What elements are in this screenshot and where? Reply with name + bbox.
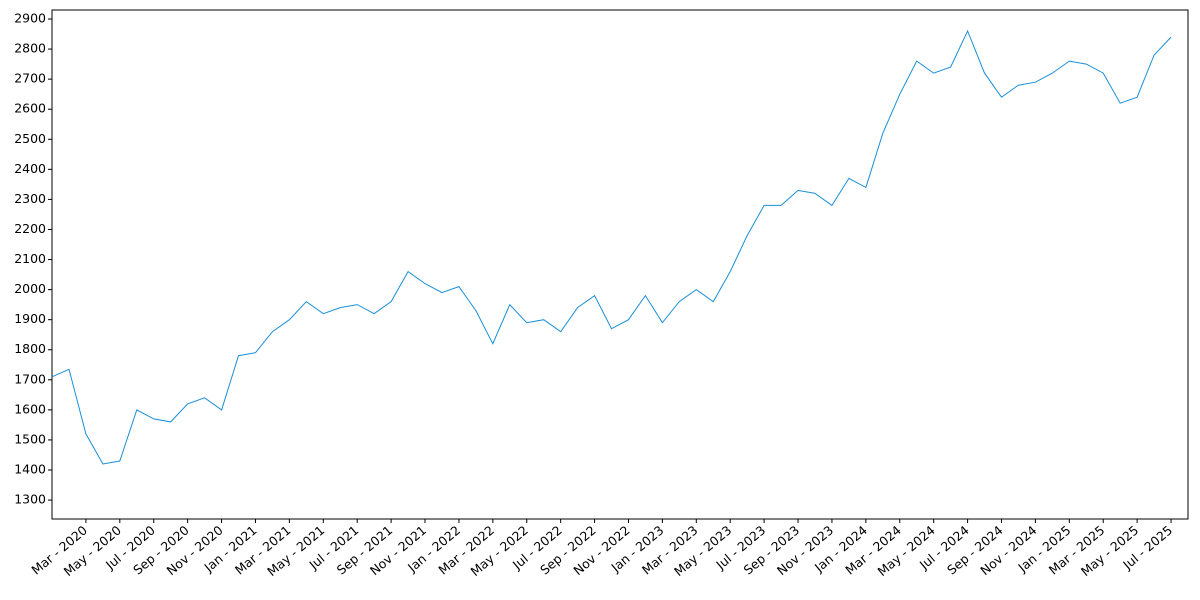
y-tick-label: 1700 (14, 371, 46, 386)
y-tick-label: 2000 (14, 281, 46, 296)
y-tick-label: 2600 (14, 101, 46, 116)
plot-frame (51, 9, 1189, 520)
y-tick-label: 1400 (14, 461, 46, 476)
y-tick-label: 2800 (14, 41, 46, 56)
y-tick-label: 1800 (14, 341, 46, 356)
y-tick-label: 1600 (14, 401, 46, 416)
y-tick-label: 2400 (14, 161, 46, 176)
y-tick-label: 1900 (14, 311, 46, 326)
y-tick-label: 2700 (14, 71, 46, 86)
y-tick-label: 2200 (14, 221, 46, 236)
y-tick-label: 2100 (14, 251, 46, 266)
data-line (51, 29, 1172, 465)
y-tick-label: 1500 (14, 431, 46, 446)
y-tick-label: 1300 (14, 492, 46, 507)
y-tick-label: 2900 (14, 11, 46, 26)
y-tick-label: 2300 (14, 191, 46, 206)
y-tick-label: 2500 (14, 131, 46, 146)
